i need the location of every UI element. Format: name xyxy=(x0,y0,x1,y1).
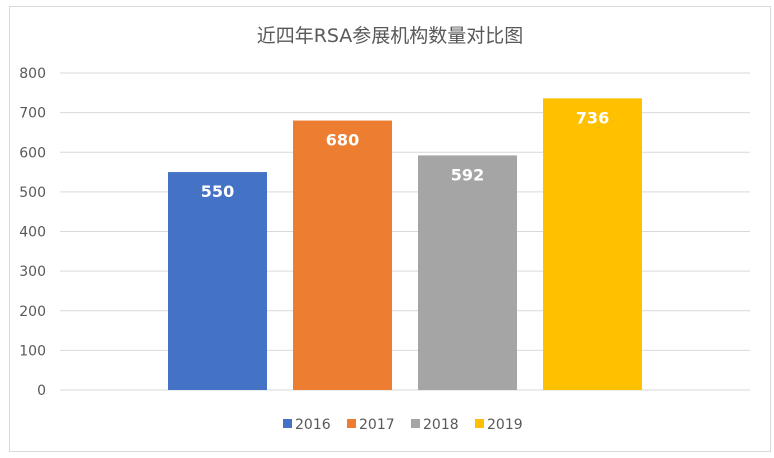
y-tick-label: 800 xyxy=(19,66,46,82)
legend-swatch xyxy=(283,419,292,428)
y-tick-label: 600 xyxy=(19,145,46,161)
bar-2018 xyxy=(418,155,517,390)
gridlines xyxy=(60,72,750,391)
bar-2016 xyxy=(168,172,267,390)
y-tick-label: 100 xyxy=(19,343,46,359)
y-tick-label: 300 xyxy=(19,264,46,280)
legend-swatch xyxy=(475,419,484,428)
legend-swatch xyxy=(347,419,356,428)
data-labels: 550 680 592 736 xyxy=(201,108,609,201)
y-tick-label: 500 xyxy=(19,185,46,201)
legend-swatch xyxy=(411,419,420,428)
legend-label: 2019 xyxy=(487,417,523,433)
chart-title: 近四年RSA参展机构数量对比图 xyxy=(257,25,524,47)
y-tick-label: 400 xyxy=(19,225,46,241)
legend-label: 2018 xyxy=(423,417,459,433)
legend-label: 2016 xyxy=(295,417,331,433)
y-tick-label: 700 xyxy=(19,106,46,122)
y-axis: 0 100 200 300 400 500 600 700 800 xyxy=(19,66,46,399)
data-label: 592 xyxy=(451,165,484,184)
data-label: 550 xyxy=(201,182,234,201)
y-tick-label: 200 xyxy=(19,304,46,320)
legend-label: 2017 xyxy=(359,417,395,433)
y-tick-label: 0 xyxy=(37,383,46,399)
bar-2017 xyxy=(293,120,392,391)
data-label: 680 xyxy=(326,131,359,150)
legend: 2016 2017 2018 2019 xyxy=(283,417,523,433)
bar-2019 xyxy=(543,98,642,391)
data-label: 736 xyxy=(576,108,609,127)
bars xyxy=(168,98,642,391)
